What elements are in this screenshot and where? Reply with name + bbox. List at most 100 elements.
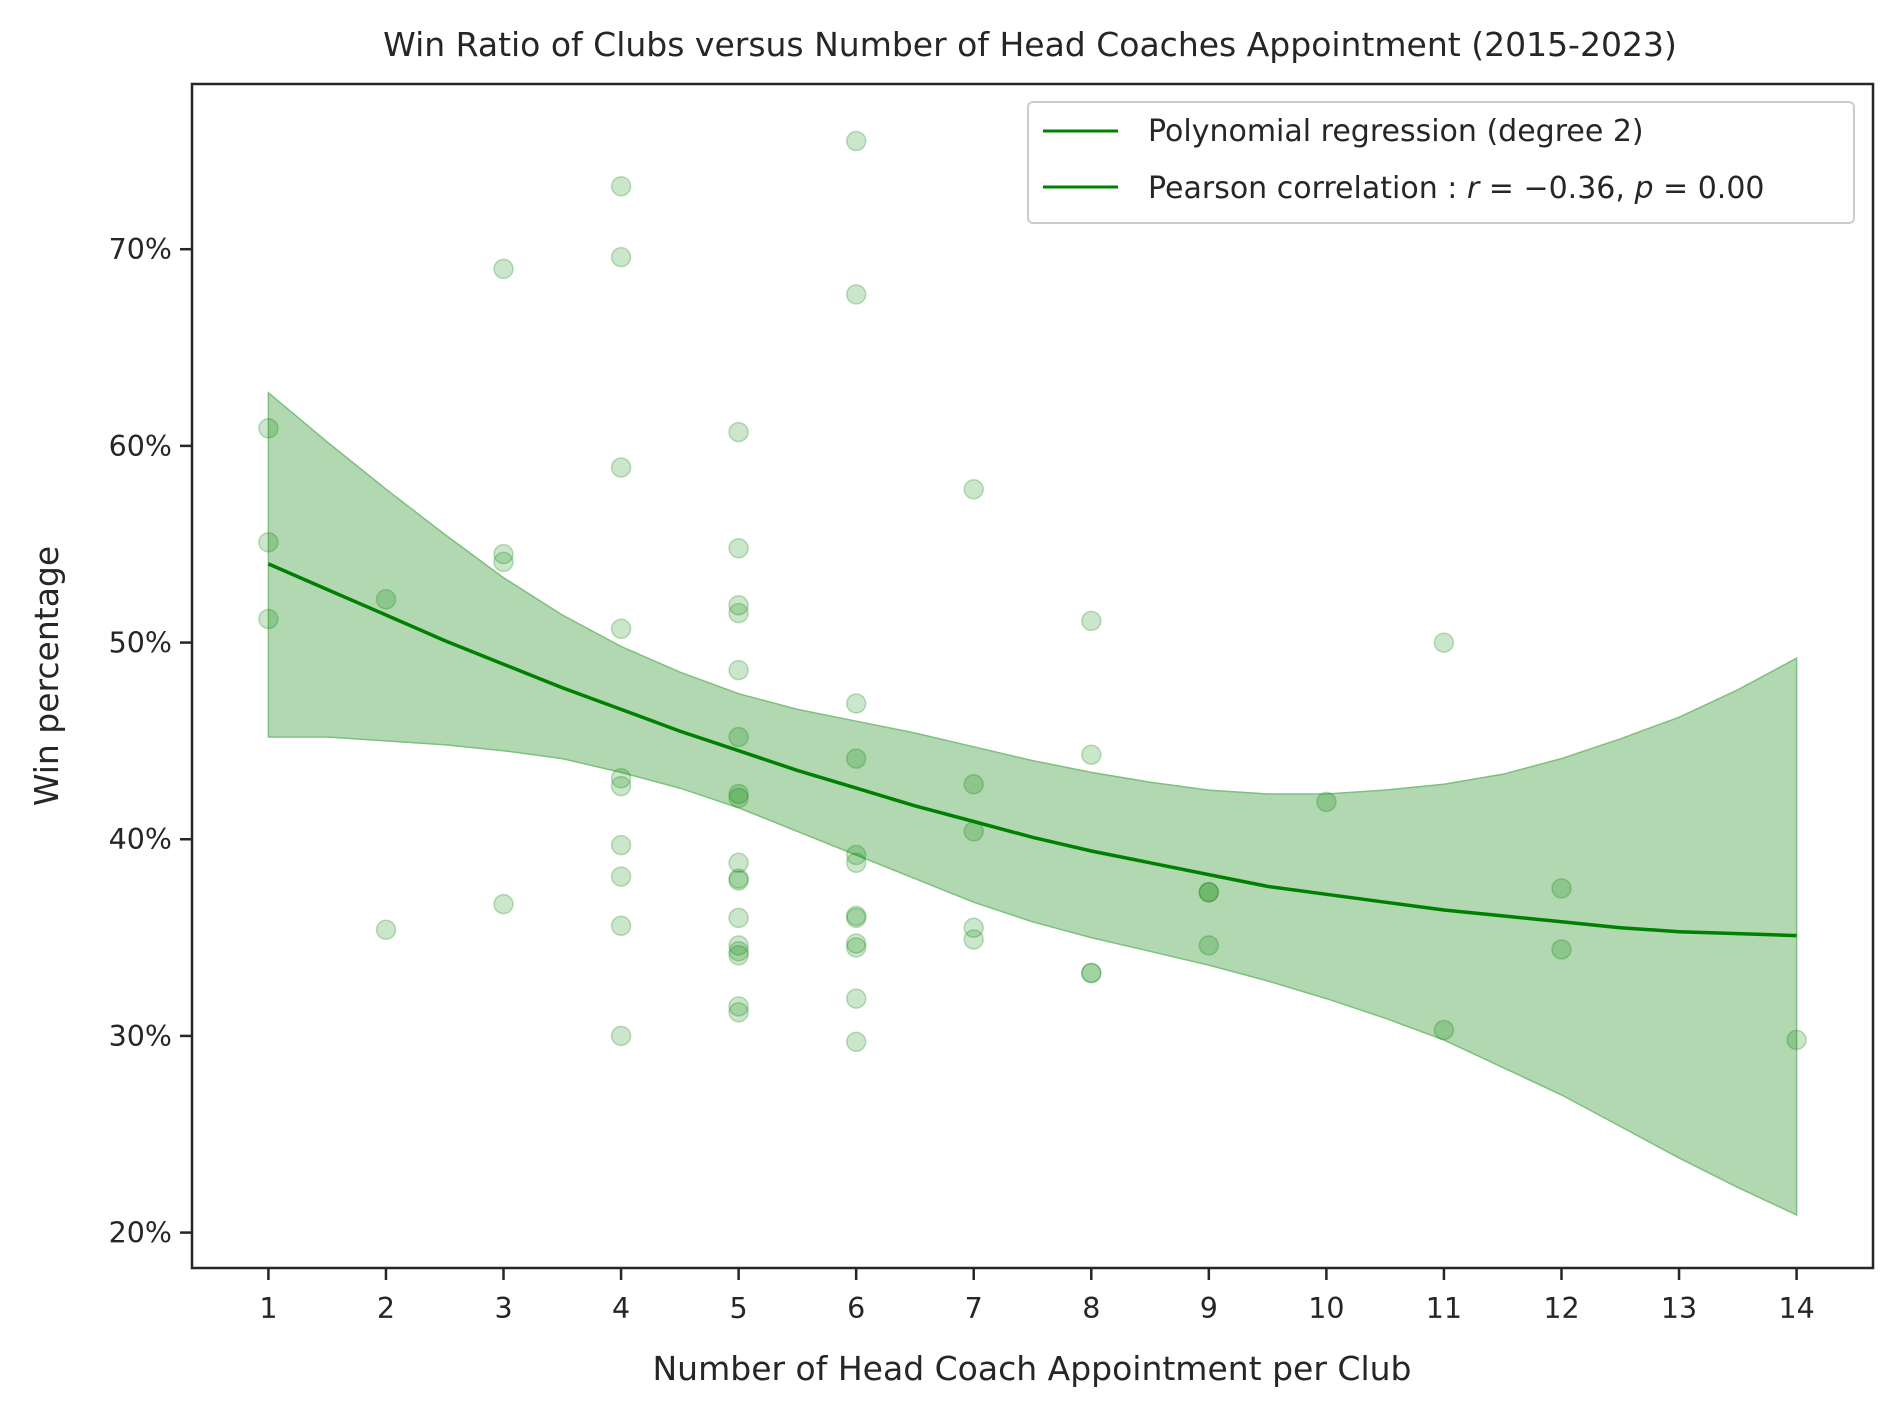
x-tick-label-9: 9 xyxy=(1200,1292,1218,1325)
y-tick-label-60: 60% xyxy=(109,430,172,463)
x-tick-label-2: 2 xyxy=(377,1292,395,1325)
x-axis-ticks: 1 2 3 4 5 6 7 8 9 10 11 12 13 14 xyxy=(259,1268,1815,1325)
scatter-points xyxy=(258,130,1807,1053)
confidence-band xyxy=(267,391,1798,1217)
data-point-10 xyxy=(610,246,632,268)
x-tick-label-8: 8 xyxy=(1082,1292,1100,1325)
x-tick-label-5: 5 xyxy=(730,1292,748,1325)
data-point-48 xyxy=(963,478,984,500)
data-point-18 xyxy=(610,1025,632,1047)
data-point-3 xyxy=(375,589,397,610)
data-point-26 xyxy=(728,787,749,809)
y-tick-label-20: 20% xyxy=(109,1217,172,1250)
legend: Polynomial regression (degree 2) Pearson… xyxy=(1027,101,1855,224)
y-tick-label-40: 40% xyxy=(109,823,172,856)
data-point-30 xyxy=(728,907,749,929)
x-tick-label-4: 4 xyxy=(612,1292,630,1325)
data-point-60 xyxy=(1316,791,1337,813)
y-tick-label-30: 30% xyxy=(109,1020,172,1053)
legend-correlation-p: p xyxy=(1633,171,1653,206)
plot-area xyxy=(258,130,1807,1217)
data-point-20 xyxy=(728,537,749,559)
data-point-31 xyxy=(728,935,749,956)
y-tick-label-70: 70% xyxy=(109,233,172,266)
data-point-14 xyxy=(610,775,632,797)
data-point-52 xyxy=(963,929,984,950)
data-point-49 xyxy=(963,773,984,795)
data-point-40 xyxy=(845,844,867,866)
data-point-1 xyxy=(258,532,279,553)
x-tick-label-11: 11 xyxy=(1426,1292,1462,1325)
data-point-41 xyxy=(845,852,867,874)
data-point-16 xyxy=(610,866,632,887)
data-point-34 xyxy=(728,996,749,1017)
legend-correlation-r-value: = −0.36, xyxy=(1479,171,1634,206)
data-point-45 xyxy=(845,937,867,958)
data-point-7 xyxy=(493,551,514,573)
data-point-11 xyxy=(610,457,632,478)
data-point-36 xyxy=(845,130,867,152)
data-point-15 xyxy=(610,834,632,856)
data-point-29 xyxy=(728,870,749,891)
x-tick-label-13: 13 xyxy=(1661,1292,1697,1325)
data-point-5 xyxy=(493,258,514,280)
legend-label-correlation: Pearson correlation : r = −0.36, p = 0.0… xyxy=(1148,171,1765,206)
data-point-24 xyxy=(728,726,749,748)
data-point-13 xyxy=(610,768,632,789)
data-point-53 xyxy=(1081,610,1102,632)
chart-title: Win Ratio of Clubs versus Number of Head… xyxy=(383,25,1677,64)
y-axis-ticks: 20% 30% 40% 50% 60% 70% xyxy=(109,233,192,1250)
legend-box xyxy=(1027,101,1855,224)
x-tick-label-10: 10 xyxy=(1308,1292,1344,1325)
data-point-9 xyxy=(610,176,632,197)
legend-correlation-p-value: = 0.00 xyxy=(1654,171,1765,206)
x-tick-label-12: 12 xyxy=(1543,1292,1579,1325)
data-point-32 xyxy=(728,941,749,962)
data-point-51 xyxy=(963,917,984,938)
data-point-58 xyxy=(1198,882,1220,903)
legend-correlation-prefix: Pearson correlation : xyxy=(1148,171,1467,206)
data-point-57 xyxy=(1198,882,1220,903)
data-point-42 xyxy=(845,905,867,927)
legend-correlation-r: r xyxy=(1467,171,1481,206)
y-tick-label-50: 50% xyxy=(109,627,172,660)
data-point-21 xyxy=(728,594,749,616)
data-point-22 xyxy=(728,602,749,624)
data-point-8 xyxy=(493,893,514,915)
data-point-59 xyxy=(1198,935,1220,956)
data-point-62 xyxy=(1433,1019,1455,1041)
data-point-12 xyxy=(610,618,632,640)
data-point-63 xyxy=(1551,878,1572,899)
data-point-44 xyxy=(845,933,867,954)
data-point-2 xyxy=(258,608,279,630)
data-point-39 xyxy=(845,748,867,769)
data-point-28 xyxy=(728,868,749,889)
data-point-61 xyxy=(1433,632,1455,653)
data-point-65 xyxy=(1786,1029,1807,1051)
regression-line xyxy=(267,562,1797,938)
x-tick-label-6: 6 xyxy=(847,1292,865,1325)
x-tick-label-3: 3 xyxy=(494,1292,512,1325)
data-point-17 xyxy=(610,915,632,937)
data-point-64 xyxy=(1551,939,1572,960)
data-point-33 xyxy=(728,945,749,966)
data-point-38 xyxy=(845,693,867,714)
data-point-25 xyxy=(728,783,749,805)
y-axis-label: Win percentage xyxy=(27,546,66,806)
data-point-54 xyxy=(1081,744,1102,765)
data-point-37 xyxy=(845,284,867,305)
data-point-0 xyxy=(258,417,279,439)
data-point-19 xyxy=(728,421,749,443)
x-tick-label-1: 1 xyxy=(259,1292,277,1325)
legend-label-regression: Polynomial regression (degree 2) xyxy=(1148,114,1644,149)
data-point-35 xyxy=(728,1002,749,1023)
data-point-4 xyxy=(375,919,397,940)
data-point-56 xyxy=(1081,962,1102,984)
data-point-46 xyxy=(845,988,867,1009)
data-point-55 xyxy=(1081,962,1102,984)
data-point-47 xyxy=(845,1031,867,1053)
x-axis-label: Number of Head Coach Appointment per Clu… xyxy=(653,1349,1412,1388)
x-tick-label-14: 14 xyxy=(1778,1292,1814,1325)
data-point-27 xyxy=(728,852,749,874)
